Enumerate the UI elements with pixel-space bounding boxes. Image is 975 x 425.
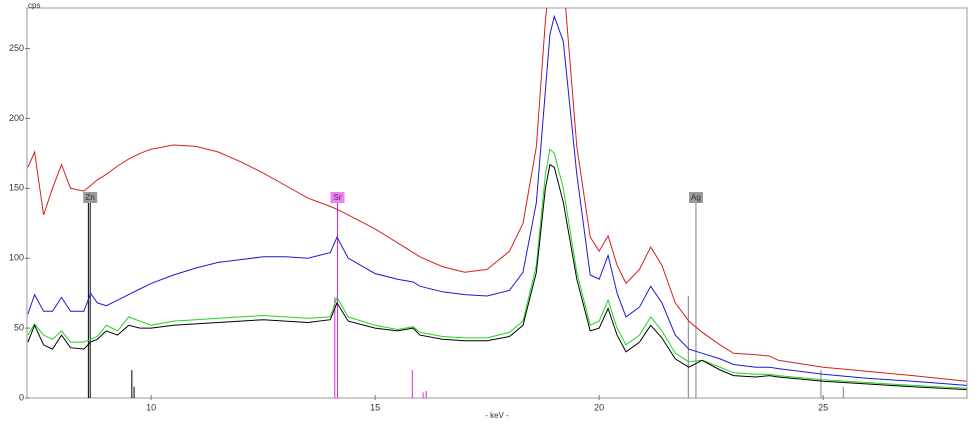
spectrum-line bbox=[27, 14, 967, 386]
y-axis-label: cps bbox=[28, 1, 40, 10]
y-tick-label: 150 bbox=[9, 183, 24, 193]
element-label: Ag bbox=[691, 193, 701, 202]
element-label-box bbox=[330, 192, 345, 203]
plot-frame bbox=[26, 7, 968, 399]
y-tick-label: 100 bbox=[9, 253, 24, 263]
element-label: Sr bbox=[333, 193, 341, 202]
plot bbox=[27, 8, 967, 398]
element-label-box bbox=[688, 192, 703, 203]
spectrum-line bbox=[27, 163, 967, 391]
x-tick-label: 20 bbox=[594, 402, 604, 412]
element-label-box bbox=[83, 192, 98, 203]
y-tick-label: 200 bbox=[9, 113, 24, 123]
element-label: Zn bbox=[86, 193, 95, 202]
x-axis-label: - keV - bbox=[485, 411, 509, 420]
x-tick-label: 10 bbox=[146, 402, 156, 412]
y-tick-label: 250 bbox=[9, 43, 24, 53]
x-tick-label: 25 bbox=[818, 402, 828, 412]
spectrum-line bbox=[27, 8, 967, 382]
spectrum-line bbox=[27, 148, 967, 389]
y-tick-label: 50 bbox=[14, 322, 24, 332]
x-tick-label: 15 bbox=[370, 402, 380, 412]
y-tick-label: 0 bbox=[19, 392, 24, 402]
